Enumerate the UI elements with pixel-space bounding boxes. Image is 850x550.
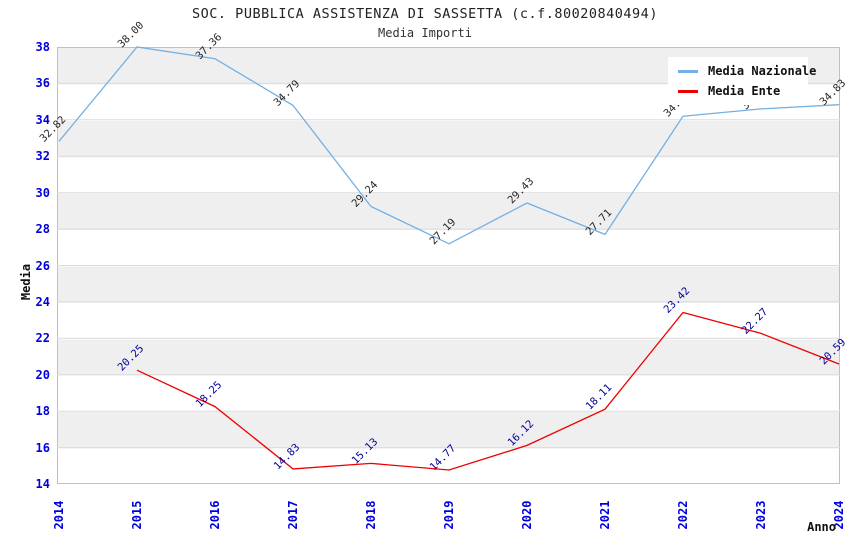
point-label: 18.11 bbox=[583, 382, 614, 413]
y-tick-label: 28 bbox=[35, 222, 50, 237]
point-label: 23.42 bbox=[661, 285, 692, 316]
y-tick-label: 34 bbox=[35, 112, 50, 127]
legend-label: Media Ente bbox=[708, 84, 781, 98]
point-label: 14.83 bbox=[271, 441, 302, 472]
y-tick-label: 18 bbox=[35, 404, 50, 419]
chart-subtitle: Media Importi bbox=[378, 26, 472, 40]
x-tick-label: 2022 bbox=[676, 500, 690, 530]
legend-swatch-icon bbox=[678, 69, 698, 73]
point-label: 18.25 bbox=[193, 379, 224, 410]
x-tick-label: 2015 bbox=[130, 500, 144, 530]
x-tick-label: 2021 bbox=[598, 500, 612, 530]
legend-label: Media Nazionale bbox=[708, 64, 817, 78]
point-label: 27.19 bbox=[427, 216, 458, 247]
point-label: 20.59 bbox=[817, 336, 848, 367]
y-tick-label: 16 bbox=[35, 440, 50, 455]
x-tick-label: 2018 bbox=[364, 500, 378, 530]
legend: Media Nazionale Media Ente bbox=[668, 57, 816, 105]
y-tick-label: 32 bbox=[35, 149, 50, 164]
point-label: 15.13 bbox=[349, 436, 380, 467]
series-line-0 bbox=[58, 46, 840, 245]
point-label: 34.79 bbox=[271, 78, 302, 109]
legend-swatch-icon bbox=[678, 89, 698, 93]
x-axis-title: Anno bbox=[807, 520, 836, 534]
y-tick-label: 20 bbox=[35, 367, 50, 382]
chart-title: SOC. PUBBLICA ASSISTENZA DI SASSETTA (c.… bbox=[192, 6, 658, 22]
x-tick-label: 2016 bbox=[208, 500, 222, 530]
point-label: 16.12 bbox=[505, 418, 536, 449]
x-tick-label: 2023 bbox=[754, 500, 768, 530]
point-label: 38.00 bbox=[115, 19, 146, 50]
x-tick-label: 2014 bbox=[52, 500, 66, 530]
series-line-1 bbox=[136, 311, 840, 471]
y-tick-label: 30 bbox=[35, 185, 50, 200]
point-label: 20.25 bbox=[115, 343, 146, 374]
point-label: 34.83 bbox=[817, 77, 848, 108]
y-tick-label: 22 bbox=[35, 331, 50, 346]
legend-item: Media Ente bbox=[678, 81, 808, 101]
y-tick-label: 36 bbox=[35, 76, 50, 91]
y-tick-label: 14 bbox=[35, 477, 50, 491]
y-tick-label: 24 bbox=[35, 294, 50, 309]
x-tick-label: 2020 bbox=[520, 500, 534, 530]
point-label: 27.71 bbox=[583, 207, 614, 238]
legend-item: Media Nazionale bbox=[678, 61, 816, 81]
point-label: 29.43 bbox=[505, 175, 536, 206]
y-tick-label: 38 bbox=[35, 40, 50, 54]
x-tick-label: 2017 bbox=[286, 500, 300, 530]
y-tick-label: 26 bbox=[35, 258, 50, 273]
x-tick-label: 2019 bbox=[442, 500, 456, 530]
y-axis-title: Media bbox=[19, 263, 33, 301]
